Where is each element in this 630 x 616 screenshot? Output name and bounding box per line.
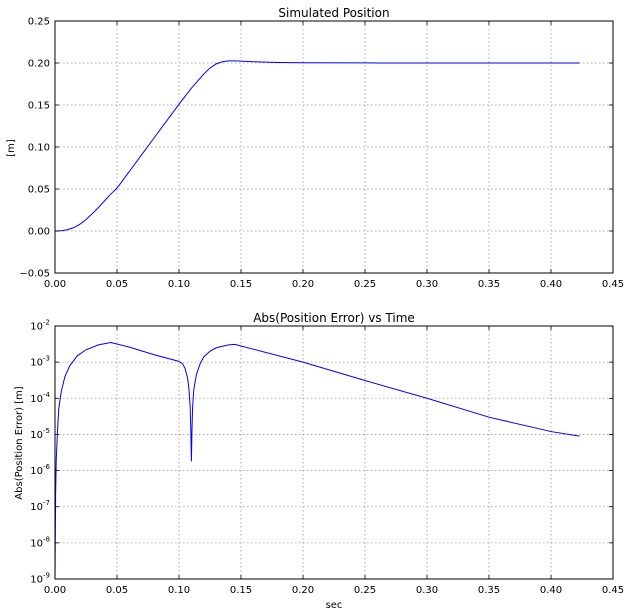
x-tick-label: 0.25 — [354, 279, 376, 290]
x-tick-label: 0.40 — [540, 279, 562, 290]
position-error-chart: Abs(Position Error) vs Time Abs(Position… — [14, 311, 624, 611]
y-tick-label: 10-3 — [30, 355, 50, 369]
x-tick-label: 0.45 — [602, 279, 624, 290]
x-tick-label: 0.45 — [602, 585, 624, 596]
y-tick-label: 10-7 — [30, 499, 50, 513]
y-tick-label: 10-8 — [30, 535, 50, 549]
series-line — [54, 341, 580, 580]
y-tick-label: −0.05 — [19, 269, 50, 280]
x-axis-label: sec — [326, 600, 343, 611]
x-tick-label: 0.25 — [354, 585, 376, 596]
x-tick-label: 0.30 — [416, 279, 438, 290]
y-tick-label: 0.10 — [28, 143, 50, 154]
y-tick-label: 0.20 — [28, 59, 50, 70]
x-tick-label: 0.00 — [44, 585, 66, 596]
y-tick-label: 10-2 — [30, 319, 50, 333]
y-tick-label: 10-4 — [30, 391, 50, 405]
gridlines — [55, 326, 613, 579]
x-tick-label: 0.35 — [478, 279, 500, 290]
plot-frame — [54, 325, 614, 580]
x-tick-label: 0.10 — [168, 585, 190, 596]
simulated-position-chart: Simulated Position [m] 0.00 0.05 0.10 0.15 0… — [6, 6, 624, 290]
y-tick-label: 0.00 — [28, 227, 50, 238]
x-tick-label: 0.15 — [230, 585, 252, 596]
chart-title: Simulated Position — [278, 6, 389, 20]
y-tick-label: 0.05 — [28, 185, 50, 196]
y-tick-label: 0.15 — [28, 101, 50, 112]
x-tick-label: 0.05 — [106, 279, 128, 290]
y-axis-label: Abs(Position Error) [m] — [14, 386, 25, 500]
y-tick-label: 10-9 — [30, 572, 50, 586]
ticks-layer: 0.00 0.05 0.10 0.15 0.20 0.25 0.30 0.35 0.40 0.45… — [30, 319, 624, 597]
ticks-layer: 0.00 0.05 0.10 0.15 0.20 0.25 0.30 0.35 0.40 0.45… — [19, 17, 624, 291]
x-tick-label: 0.30 — [416, 585, 438, 596]
x-tick-label: 0.15 — [230, 279, 252, 290]
x-tick-label: 0.10 — [168, 279, 190, 290]
x-tick-label: 0.35 — [478, 585, 500, 596]
plot-frame — [54, 20, 614, 274]
y-axis-label: [m] — [6, 139, 17, 157]
x-tick-label: 0.00 — [44, 279, 66, 290]
x-tick-label: 0.20 — [292, 585, 314, 596]
chart-title: Abs(Position Error) vs Time — [253, 311, 415, 325]
x-tick-label: 0.40 — [540, 585, 562, 596]
y-tick-label: 10-5 — [30, 427, 50, 441]
series-line — [54, 60, 580, 232]
series-layer — [54, 60, 580, 232]
y-tick-label: 10-6 — [30, 463, 50, 477]
y-tick-label: 0.25 — [28, 17, 50, 28]
x-tick-label: 0.05 — [106, 585, 128, 596]
x-tick-label: 0.20 — [292, 279, 314, 290]
gridlines — [55, 21, 613, 273]
series-layer — [54, 341, 580, 580]
